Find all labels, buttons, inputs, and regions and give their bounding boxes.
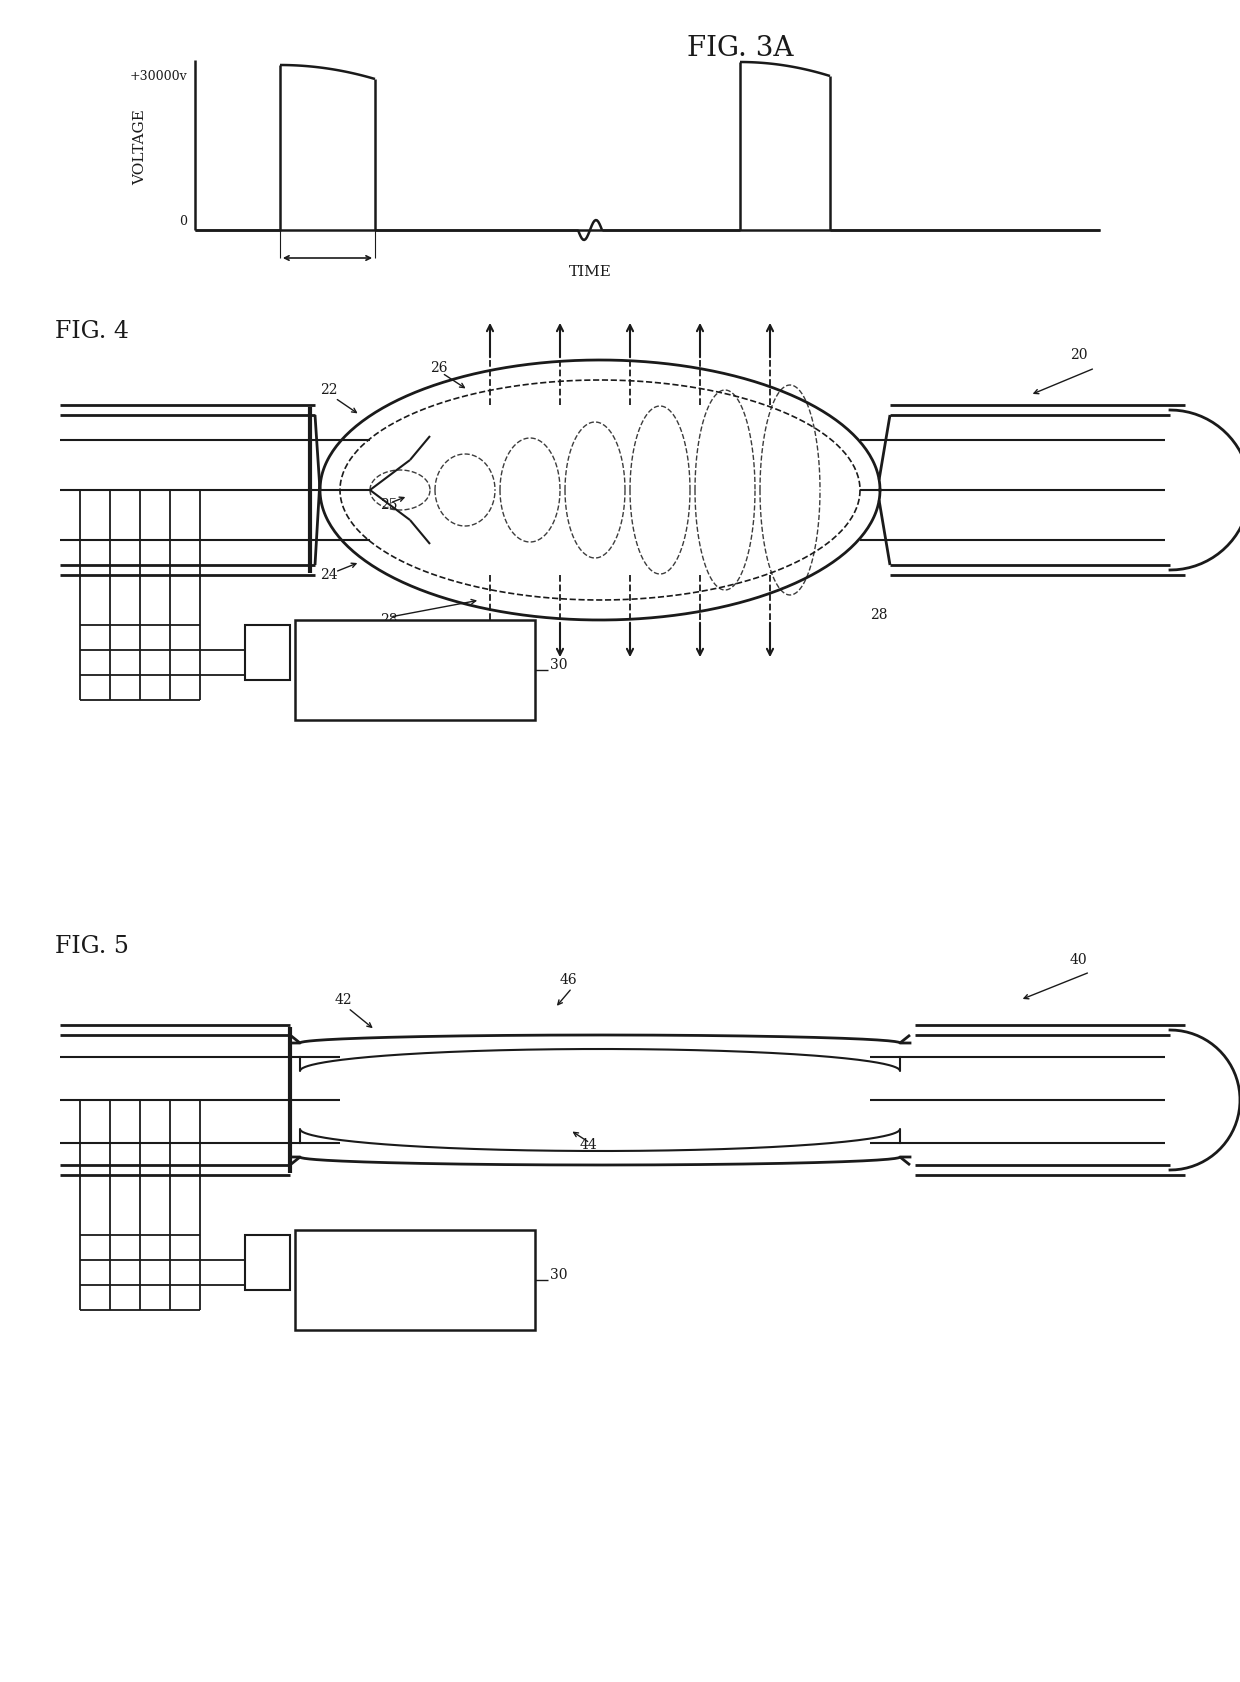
Text: 26: 26	[430, 362, 448, 375]
Text: HV PULSE
GENERATOR: HV PULSE GENERATOR	[368, 654, 463, 685]
Text: 20: 20	[1070, 348, 1087, 362]
Bar	[295, 621, 534, 720]
Text: FIG. 3A: FIG. 3A	[687, 35, 794, 62]
Text: +: +	[247, 656, 259, 669]
Text: 0: 0	[179, 215, 187, 229]
Text: 30: 30	[551, 658, 568, 673]
Text: 24: 24	[320, 569, 337, 582]
Text: 28: 28	[870, 607, 888, 622]
Text: 46: 46	[560, 972, 578, 987]
Text: VOLTAGE: VOLTAGE	[133, 109, 148, 185]
Bar	[295, 1230, 534, 1330]
Text: 42: 42	[335, 992, 352, 1008]
Bar	[246, 626, 290, 680]
Text: −: −	[247, 636, 259, 649]
Text: FIG. 4: FIG. 4	[55, 320, 129, 343]
Text: 22: 22	[320, 383, 337, 397]
Text: 30: 30	[551, 1268, 568, 1282]
Text: 40: 40	[1070, 954, 1087, 967]
Text: 28: 28	[379, 612, 398, 627]
Text: 44: 44	[580, 1139, 598, 1152]
Text: HV PULSE
GENERATOR: HV PULSE GENERATOR	[368, 1265, 463, 1295]
Text: FIG. 5: FIG. 5	[55, 935, 129, 959]
Text: −: −	[247, 1246, 259, 1260]
Text: +: +	[247, 1267, 259, 1280]
Text: 25: 25	[379, 498, 398, 511]
Bar	[246, 1235, 290, 1290]
Text: TIME: TIME	[569, 266, 611, 279]
Text: +30000v: +30000v	[129, 71, 187, 82]
